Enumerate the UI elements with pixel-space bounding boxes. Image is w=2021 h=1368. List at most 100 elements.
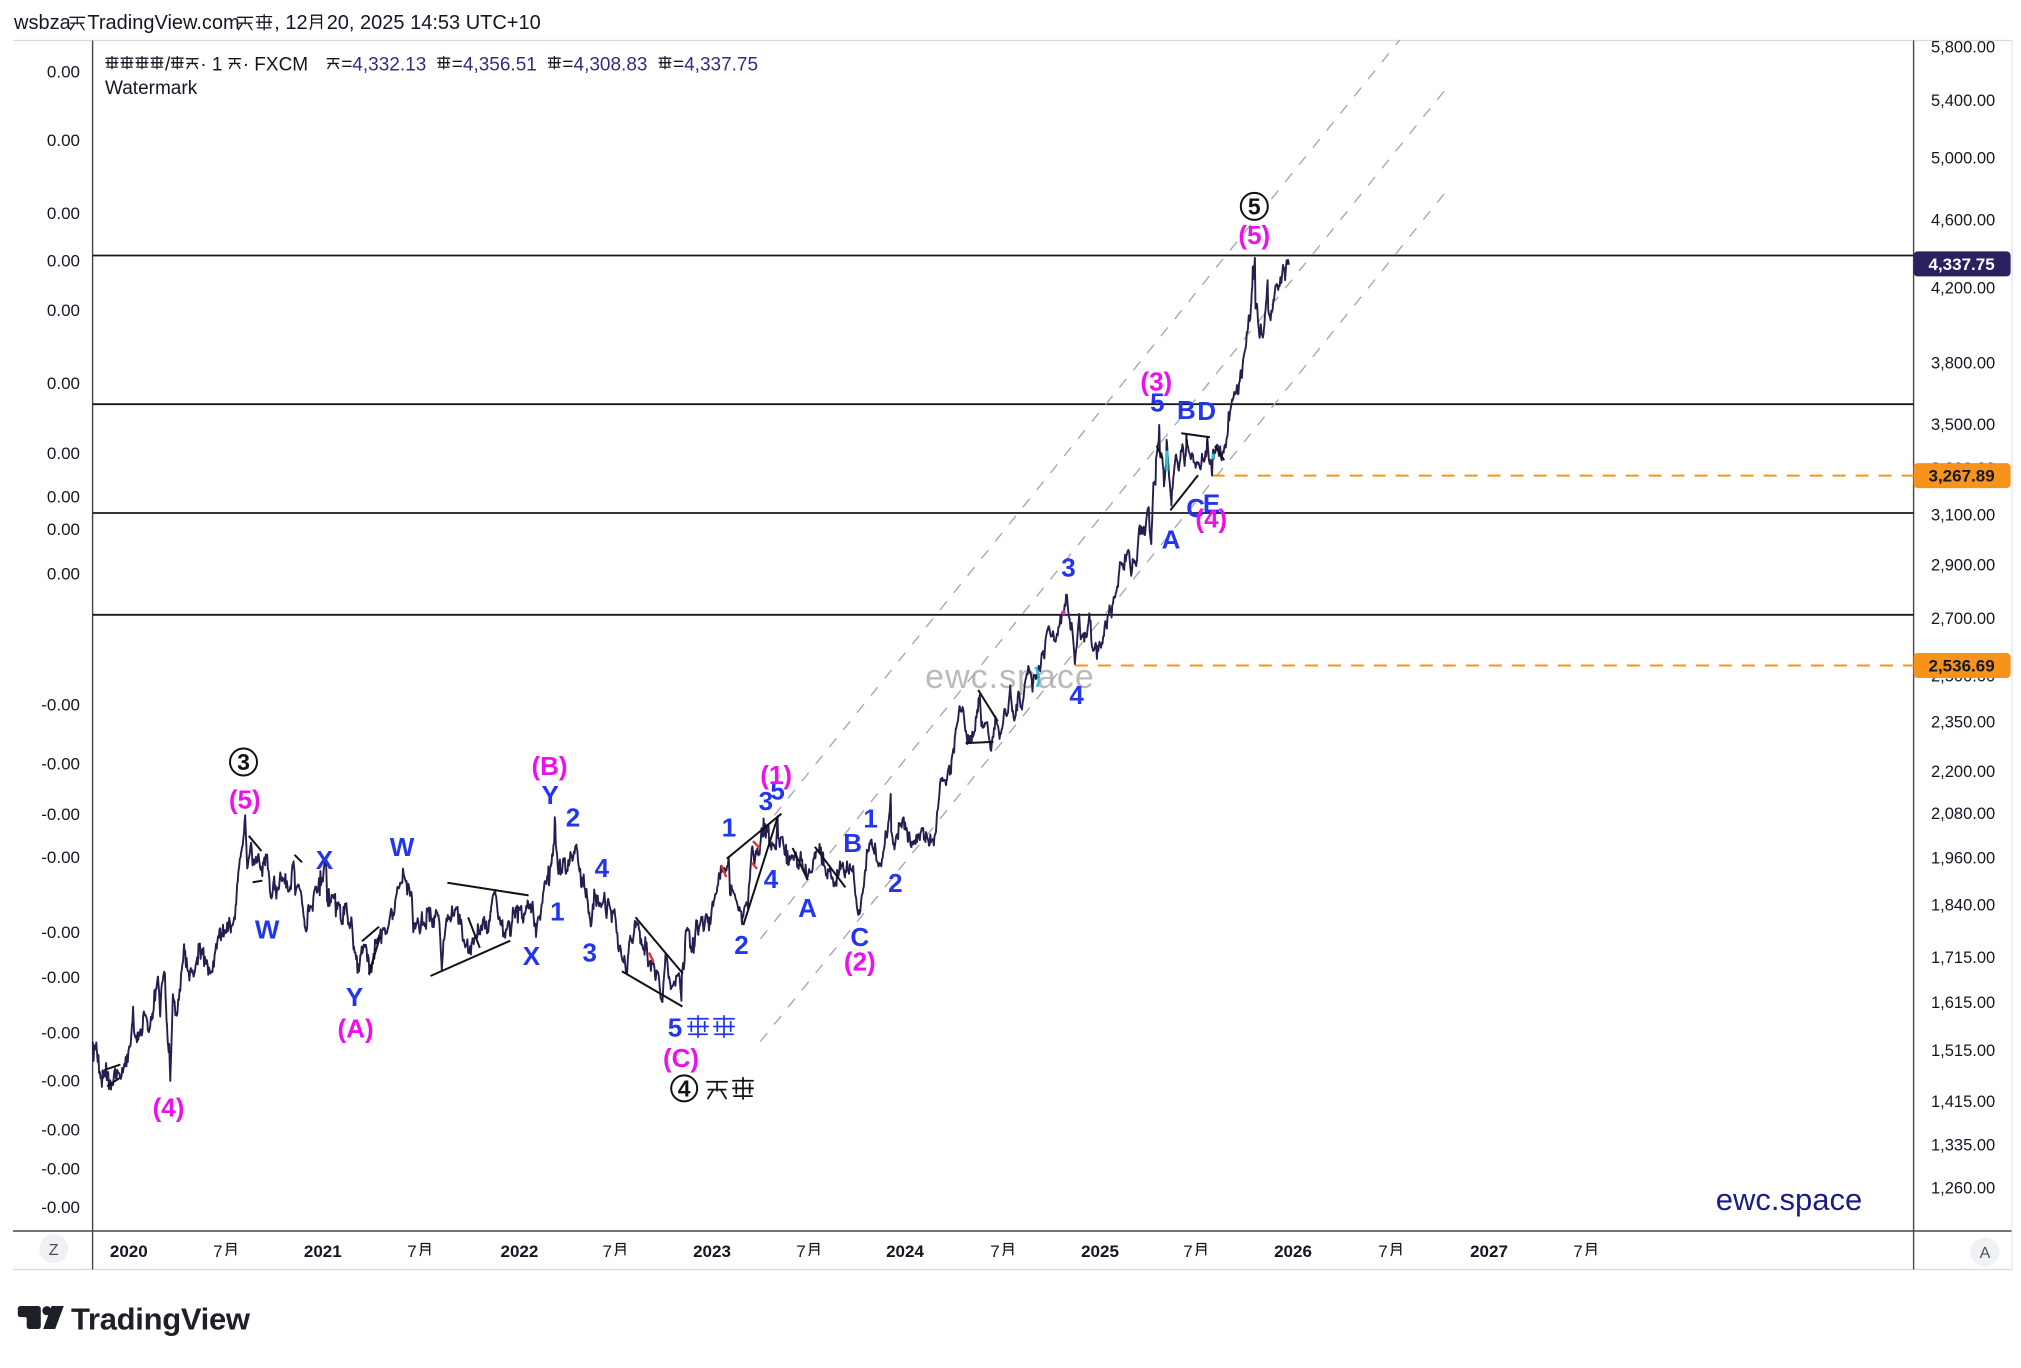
svg-text:3,500.00: 3,500.00 xyxy=(1931,416,1995,434)
svg-text:2,536.69: 2,536.69 xyxy=(1929,657,1995,676)
svg-text:(1): (1) xyxy=(760,760,792,790)
svg-text:B: B xyxy=(1177,395,1196,425)
svg-text:1,415.00: 1,415.00 xyxy=(1931,1093,1995,1111)
svg-text:7: 7 xyxy=(796,1242,805,1261)
svg-text:=: = xyxy=(341,55,352,76)
svg-text:1,515.00: 1,515.00 xyxy=(1931,1042,1995,1060)
svg-text:X: X xyxy=(316,845,334,875)
svg-text:· FXCM: · FXCM xyxy=(243,55,308,76)
svg-text:5,000.00: 5,000.00 xyxy=(1931,149,1995,167)
svg-text:(5): (5) xyxy=(229,785,261,815)
svg-text:D: D xyxy=(1197,396,1216,426)
svg-text:-0.00: -0.00 xyxy=(41,696,80,715)
svg-text:-0.00: -0.00 xyxy=(41,923,80,942)
svg-text:1: 1 xyxy=(863,804,877,834)
svg-text:2,200.00: 2,200.00 xyxy=(1931,763,1995,781)
svg-text:2,700.00: 2,700.00 xyxy=(1931,610,1995,628)
svg-text:C: C xyxy=(1186,493,1205,523)
svg-text:4,356.51: 4,356.51 xyxy=(463,55,537,76)
svg-text:2023: 2023 xyxy=(693,1242,731,1261)
svg-text:7: 7 xyxy=(602,1242,611,1261)
svg-text:-0.00: -0.00 xyxy=(41,1198,80,1217)
svg-text:, 12: , 12 xyxy=(274,12,307,34)
svg-text:A: A xyxy=(1980,1245,1991,1262)
svg-text:3: 3 xyxy=(582,938,596,968)
svg-text:2025: 2025 xyxy=(1081,1242,1119,1261)
svg-text:3: 3 xyxy=(759,786,773,816)
svg-text:(A): (A) xyxy=(338,1014,374,1044)
svg-text:7: 7 xyxy=(407,1242,416,1261)
svg-text:-0.00: -0.00 xyxy=(41,1159,80,1178)
svg-text:5,400.00: 5,400.00 xyxy=(1931,92,1995,110)
svg-text:(B): (B) xyxy=(531,751,567,781)
svg-text:3,800.00: 3,800.00 xyxy=(1931,355,1995,373)
svg-text:B: B xyxy=(843,828,862,858)
svg-text:2021: 2021 xyxy=(304,1242,342,1261)
svg-text:C: C xyxy=(850,922,869,952)
svg-text:4: 4 xyxy=(678,1075,691,1101)
svg-text:=: = xyxy=(562,55,573,76)
svg-text:7: 7 xyxy=(1378,1242,1387,1261)
svg-text:-0.00: -0.00 xyxy=(41,805,80,824)
svg-text:0.00: 0.00 xyxy=(47,131,80,150)
svg-text:2,080.00: 2,080.00 xyxy=(1931,805,1995,823)
svg-text:Watermark: Watermark xyxy=(105,78,198,99)
svg-text:wsbza: wsbza xyxy=(13,12,72,34)
svg-text:-0.00: -0.00 xyxy=(41,1024,80,1043)
svg-text:-0.00: -0.00 xyxy=(41,1072,80,1091)
svg-text:· 1: · 1 xyxy=(200,55,222,76)
svg-text:1,840.00: 1,840.00 xyxy=(1931,897,1995,915)
svg-text:Y: Y xyxy=(346,982,363,1012)
svg-text:(4): (4) xyxy=(153,1092,185,1122)
svg-text:1,960.00: 1,960.00 xyxy=(1931,849,1995,867)
svg-text:A: A xyxy=(1162,525,1181,555)
svg-text:5: 5 xyxy=(1150,388,1164,418)
svg-text:3: 3 xyxy=(237,749,250,775)
svg-text:4,600.00: 4,600.00 xyxy=(1931,212,1995,230)
svg-text:2026: 2026 xyxy=(1274,1242,1312,1261)
svg-text:-0.00: -0.00 xyxy=(41,755,80,774)
svg-text:20, 2025 14:53 UTC+10: 20, 2025 14:53 UTC+10 xyxy=(327,12,541,34)
svg-text:4: 4 xyxy=(764,864,779,894)
svg-text:0.00: 0.00 xyxy=(47,520,80,539)
svg-text:7: 7 xyxy=(990,1242,999,1261)
svg-text:2: 2 xyxy=(888,868,902,898)
svg-text:0.00: 0.00 xyxy=(47,374,80,393)
svg-text:0.00: 0.00 xyxy=(47,301,80,320)
svg-text:1,715.00: 1,715.00 xyxy=(1931,949,1995,967)
svg-text:3: 3 xyxy=(1061,553,1075,583)
svg-text:1: 1 xyxy=(550,896,564,926)
svg-text:4,337.75: 4,337.75 xyxy=(684,55,758,76)
svg-text:(5): (5) xyxy=(1238,220,1270,250)
svg-text:2027: 2027 xyxy=(1470,1242,1508,1261)
svg-text:A: A xyxy=(798,893,817,923)
svg-text:-0.00: -0.00 xyxy=(41,848,80,867)
svg-text:(3): (3) xyxy=(1140,366,1172,396)
svg-text:TradingView.com: TradingView.com xyxy=(87,12,239,34)
svg-text:TradingView: TradingView xyxy=(71,1302,251,1337)
svg-text:W: W xyxy=(255,915,280,945)
svg-text:2024: 2024 xyxy=(886,1242,924,1261)
svg-text:X: X xyxy=(523,941,541,971)
svg-text:W: W xyxy=(390,832,415,862)
svg-text:1,335.00: 1,335.00 xyxy=(1931,1136,1995,1154)
svg-text:-0.00: -0.00 xyxy=(41,1120,80,1139)
svg-text:(2): (2) xyxy=(844,947,876,977)
svg-text:4: 4 xyxy=(595,853,610,883)
svg-text:5: 5 xyxy=(1248,193,1261,219)
svg-text:2,900.00: 2,900.00 xyxy=(1931,557,1995,575)
svg-text:0.00: 0.00 xyxy=(47,251,80,270)
svg-text:2,350.00: 2,350.00 xyxy=(1931,714,1995,732)
svg-text:5: 5 xyxy=(770,775,784,805)
svg-text:3,100.00: 3,100.00 xyxy=(1931,507,1995,525)
svg-text:0.00: 0.00 xyxy=(47,63,80,82)
svg-text:Y: Y xyxy=(542,780,559,810)
svg-text:0.00: 0.00 xyxy=(47,488,80,507)
svg-text:1,615.00: 1,615.00 xyxy=(1931,994,1995,1012)
svg-text:7: 7 xyxy=(213,1242,222,1261)
svg-text:/: / xyxy=(165,55,171,76)
svg-text:0.00: 0.00 xyxy=(47,204,80,223)
svg-text:=: = xyxy=(452,55,463,76)
svg-text:7: 7 xyxy=(1183,1242,1192,1261)
svg-text:3,267.89: 3,267.89 xyxy=(1929,467,1995,486)
